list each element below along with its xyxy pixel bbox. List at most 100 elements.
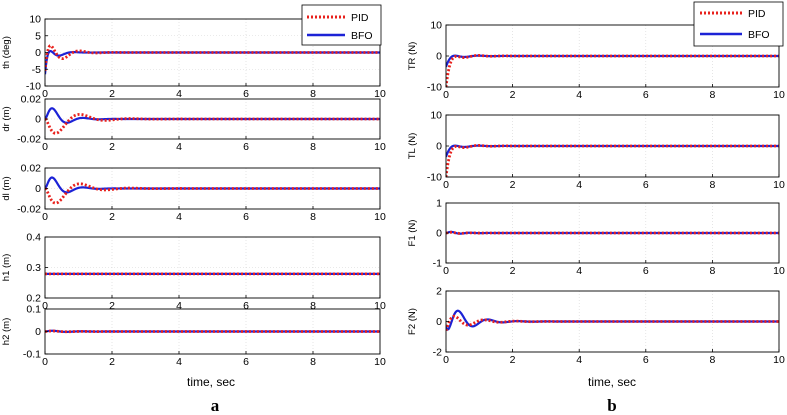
- y-tick-label: 0: [436, 228, 442, 240]
- legend-b-bfo-label: BFO: [748, 29, 770, 41]
- y-tick-label: 10: [29, 14, 41, 26]
- y-tick-label: 0: [35, 326, 41, 338]
- series-group: [45, 44, 380, 75]
- legend-b-pid-label: PID: [748, 8, 766, 20]
- x-tick-label: 2: [510, 89, 516, 101]
- x-axis-label-a: time, sec: [187, 375, 235, 389]
- x-tick-label: 6: [643, 265, 649, 277]
- x-tick-label: 4: [176, 141, 182, 153]
- x-tick-label: 10: [773, 89, 785, 101]
- x-tick-label: 10: [374, 141, 386, 153]
- subplot-a-4: 0 2 4 6 8 10 0.2 0.3 0.4 h1 (m): [1, 232, 386, 313]
- y-tick-label: -5: [32, 64, 41, 76]
- series-line-pid: [45, 182, 380, 205]
- x-tick-label: 10: [773, 179, 785, 191]
- x-tick-label: 2: [109, 141, 115, 153]
- legend-a-pid-label: PID: [351, 12, 369, 24]
- legend-a: PID BFO: [301, 4, 382, 46]
- y-axis-label: F2 (N): [407, 308, 418, 335]
- y-tick-label: 10: [430, 110, 442, 122]
- series-line-bfo: [446, 230, 779, 235]
- x-tick-label: 6: [243, 141, 249, 153]
- x-tick-label: 4: [176, 211, 182, 223]
- x-tick-label: 10: [374, 356, 386, 368]
- series-group: [446, 309, 779, 332]
- x-tick-label: 4: [576, 179, 582, 191]
- x-tick-label: 6: [243, 88, 249, 100]
- series-line-pid: [45, 112, 380, 135]
- y-axis-label: h2 (m): [1, 318, 12, 345]
- y-axis-label: dl (m): [1, 176, 12, 200]
- x-tick-label: 0: [42, 211, 48, 223]
- y-tick-label: 0: [436, 316, 442, 328]
- y-axis-label: th (deg): [1, 36, 12, 69]
- y-tick-label: 0: [436, 141, 442, 153]
- x-tick-label: 6: [643, 89, 649, 101]
- x-tick-label: 2: [109, 211, 115, 223]
- x-tick-label: 8: [709, 89, 715, 101]
- x-tick-label: 8: [310, 141, 316, 153]
- y-tick-label: -1: [433, 258, 442, 270]
- series-group: [45, 107, 380, 135]
- x-tick-label: 0: [42, 141, 48, 153]
- y-tick-label: 0.02: [21, 94, 42, 106]
- legend-a-box: [301, 4, 382, 46]
- x-tick-label: 4: [576, 89, 582, 101]
- y-tick-label: 0.3: [26, 262, 41, 274]
- series-group: [446, 144, 779, 177]
- x-tick-label: 2: [510, 179, 516, 191]
- x-tick-label: 8: [310, 88, 316, 100]
- y-axis-label: TL (N): [407, 133, 418, 160]
- x-tick-label: 8: [709, 179, 715, 191]
- y-tick-label: -2: [433, 347, 442, 359]
- y-axis-label: h1 (m): [1, 254, 12, 281]
- y-tick-label: 0: [35, 114, 41, 126]
- y-tick-label: 0: [436, 51, 442, 63]
- x-tick-label: 6: [643, 354, 649, 366]
- series-line-pid: [446, 230, 779, 235]
- subplot-a-5: 0 2 4 6 8 10-0.100.1h2 (m): [1, 304, 386, 369]
- x-tick-label: 0: [42, 356, 48, 368]
- x-tick-label: 8: [310, 356, 316, 368]
- x-tick-label: 2: [510, 354, 516, 366]
- x-axis-label-b: time, sec: [588, 375, 636, 389]
- x-tick-label: 0: [443, 265, 449, 277]
- x-tick-label: 0: [42, 300, 48, 312]
- x-tick-label: 8: [310, 300, 316, 312]
- y-tick-label: 1: [436, 198, 442, 210]
- x-tick-label: 6: [243, 300, 249, 312]
- x-tick-label: 6: [243, 356, 249, 368]
- x-tick-label: 0: [443, 89, 449, 101]
- x-tick-label: 2: [510, 265, 516, 277]
- y-tick-label: 0.1: [26, 304, 41, 316]
- y-tick-label: 10: [430, 20, 442, 32]
- legend-b-box: [693, 1, 784, 47]
- y-tick-label: -0.02: [17, 134, 41, 146]
- x-tick-label: 6: [643, 179, 649, 191]
- x-tick-label: 4: [576, 265, 582, 277]
- x-tick-label: 10: [773, 265, 785, 277]
- x-tick-label: 0: [443, 179, 449, 191]
- panel-label-b: b: [607, 396, 616, 415]
- series-line-pid: [45, 44, 380, 72]
- x-tick-label: 10: [773, 354, 785, 366]
- x-tick-label: 4: [176, 300, 182, 312]
- legend-b: PID BFO: [693, 1, 784, 47]
- plot-area: [45, 237, 380, 298]
- y-axis-label: dr (m): [1, 106, 12, 131]
- series-line-bfo: [45, 329, 380, 333]
- x-tick-label: 2: [109, 356, 115, 368]
- x-tick-label: 4: [176, 356, 182, 368]
- y-tick-label: 0: [35, 183, 41, 195]
- y-tick-label: -10: [427, 82, 442, 94]
- y-tick-label: -10: [26, 81, 41, 93]
- x-tick-label: 0: [443, 354, 449, 366]
- x-tick-label: 8: [709, 265, 715, 277]
- x-tick-label: 4: [176, 88, 182, 100]
- x-tick-label: 8: [709, 354, 715, 366]
